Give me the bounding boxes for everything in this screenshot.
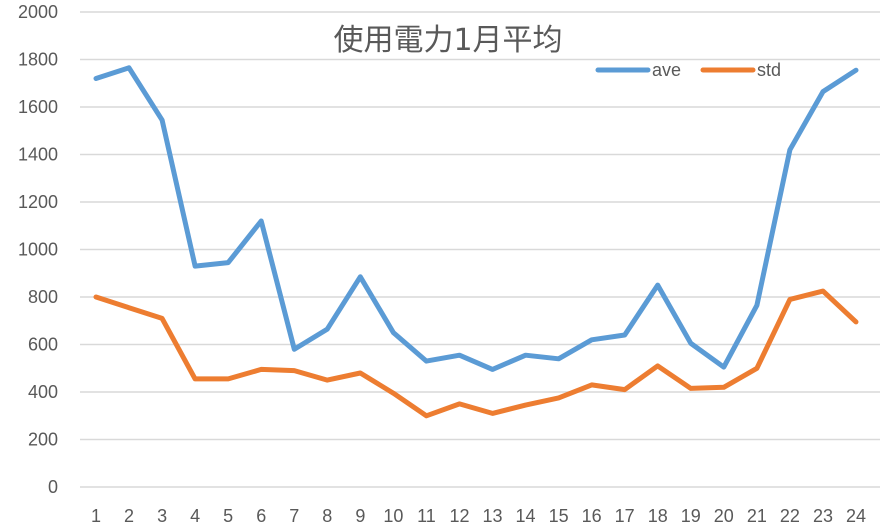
x-tick-label: 19	[681, 506, 701, 526]
x-tick-label: 21	[747, 506, 767, 526]
y-tick-label: 1400	[18, 145, 58, 165]
x-axis-ticks: 1 2 3 4 5 6 7 8 9 10 11 12 13 14 15 16 17 18 19 20 21 22 23 24	[91, 506, 866, 526]
x-tick-label: 6	[256, 506, 266, 526]
x-tick-label: 14	[516, 506, 536, 526]
y-tick-label: 200	[28, 430, 58, 450]
x-tick-label: 5	[223, 506, 233, 526]
x-tick-label: 10	[383, 506, 403, 526]
x-tick-label: 4	[190, 506, 200, 526]
y-tick-label: 1200	[18, 192, 58, 212]
x-tick-label: 8	[322, 506, 332, 526]
y-tick-label: 800	[28, 287, 58, 307]
y-tick-label: 600	[28, 335, 58, 355]
y-axis-ticks: 0 200 400 600 800 1000 1200 1400 1600 1800 2000	[18, 2, 58, 497]
x-tick-label: 9	[355, 506, 365, 526]
x-tick-label: 18	[648, 506, 668, 526]
x-tick-label: 3	[157, 506, 167, 526]
y-tick-label: 2000	[18, 2, 58, 22]
x-tick-label: 20	[714, 506, 734, 526]
chart-title: 使用電力1月平均	[333, 23, 562, 58]
legend-label-std: std	[757, 60, 781, 80]
x-tick-label: 16	[582, 506, 602, 526]
series-line-ave	[93, 65, 859, 372]
series-lines	[93, 65, 859, 419]
y-tick-label: 1600	[18, 97, 58, 117]
y-tick-label: 1000	[18, 240, 58, 260]
gridlines	[80, 11, 880, 488]
x-tick-label: 12	[449, 506, 469, 526]
x-tick-label: 13	[483, 506, 503, 526]
y-tick-label: 400	[28, 382, 58, 402]
x-tick-label: 7	[289, 506, 299, 526]
x-tick-label: 11	[417, 506, 436, 526]
y-tick-label: 1800	[18, 50, 58, 70]
x-tick-label: 15	[549, 506, 569, 526]
x-tick-label: 24	[846, 506, 866, 526]
legend: ave std	[595, 60, 781, 80]
series-line-std	[93, 288, 859, 419]
x-tick-label: 1	[91, 506, 101, 526]
legend-label-ave: ave	[652, 60, 681, 80]
y-tick-label: 0	[48, 477, 58, 497]
x-tick-label: 2	[124, 506, 134, 526]
x-tick-label: 22	[780, 506, 800, 526]
x-tick-label: 17	[615, 506, 635, 526]
x-tick-label: 23	[813, 506, 833, 526]
